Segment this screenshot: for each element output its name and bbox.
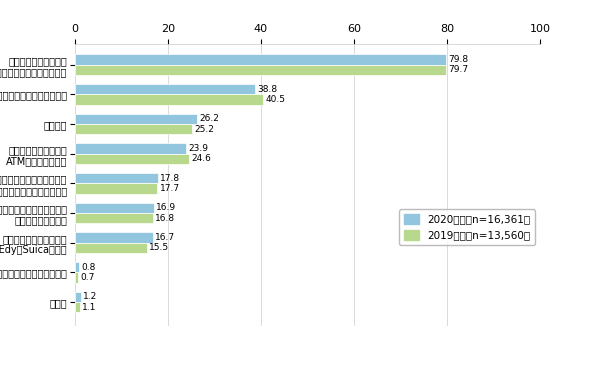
Text: 16.8: 16.8: [155, 214, 176, 223]
Bar: [75, 302, 80, 313]
Bar: [75, 272, 78, 283]
Bar: [75, 94, 263, 105]
Bar: [75, 84, 256, 94]
Bar: [75, 183, 157, 194]
Bar: [75, 203, 154, 213]
Text: 17.8: 17.8: [160, 173, 180, 183]
Bar: [75, 54, 446, 65]
Legend: 2020年　（n=16,361）, 2019年　（n=13,560）: 2020年 （n=16,361）, 2019年 （n=13,560）: [400, 209, 535, 245]
Text: 79.7: 79.7: [448, 66, 468, 74]
Text: 1.1: 1.1: [82, 303, 97, 312]
Text: 79.8: 79.8: [448, 55, 469, 64]
Text: 16.9: 16.9: [156, 203, 176, 212]
Text: 40.5: 40.5: [266, 95, 286, 104]
Bar: [75, 143, 186, 154]
Text: 25.2: 25.2: [194, 125, 214, 134]
Text: 38.8: 38.8: [258, 85, 278, 94]
Bar: [75, 292, 80, 302]
Text: 26.2: 26.2: [199, 114, 219, 123]
Bar: [75, 65, 446, 75]
Text: 24.6: 24.6: [192, 154, 212, 163]
Text: 17.7: 17.7: [160, 184, 180, 193]
Bar: [75, 243, 147, 253]
Text: 0.8: 0.8: [81, 263, 95, 272]
Bar: [75, 124, 192, 134]
Bar: [75, 154, 190, 164]
Text: 23.9: 23.9: [188, 144, 208, 153]
Text: 0.7: 0.7: [80, 273, 95, 282]
Bar: [75, 113, 197, 124]
Bar: [75, 213, 153, 223]
Bar: [75, 262, 79, 272]
Text: 15.5: 15.5: [149, 243, 170, 253]
Text: 16.7: 16.7: [155, 233, 175, 242]
Text: 1.2: 1.2: [83, 292, 97, 301]
Bar: [75, 232, 152, 243]
Bar: [75, 173, 158, 183]
